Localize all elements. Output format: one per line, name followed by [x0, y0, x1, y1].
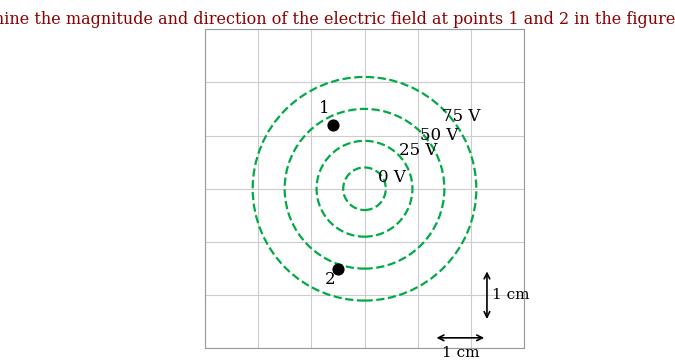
Text: 1: 1: [319, 100, 330, 117]
Text: 1 cm: 1 cm: [441, 346, 479, 360]
Text: 1 cm: 1 cm: [492, 288, 530, 302]
Text: 50 V: 50 V: [421, 127, 459, 143]
Text: 75 V: 75 V: [441, 108, 480, 125]
Text: 2: 2: [325, 271, 335, 288]
Text: 0 V: 0 V: [378, 169, 406, 186]
Text: Determine the magnitude and direction of the electric field at points 1 and 2 in: Determine the magnitude and direction of…: [0, 11, 675, 28]
Text: 25 V: 25 V: [399, 143, 437, 159]
Point: [327, 122, 338, 128]
Point: [333, 266, 344, 272]
